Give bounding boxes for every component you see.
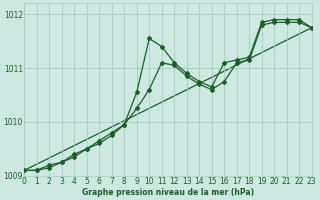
X-axis label: Graphe pression niveau de la mer (hPa): Graphe pression niveau de la mer (hPa) — [82, 188, 254, 197]
